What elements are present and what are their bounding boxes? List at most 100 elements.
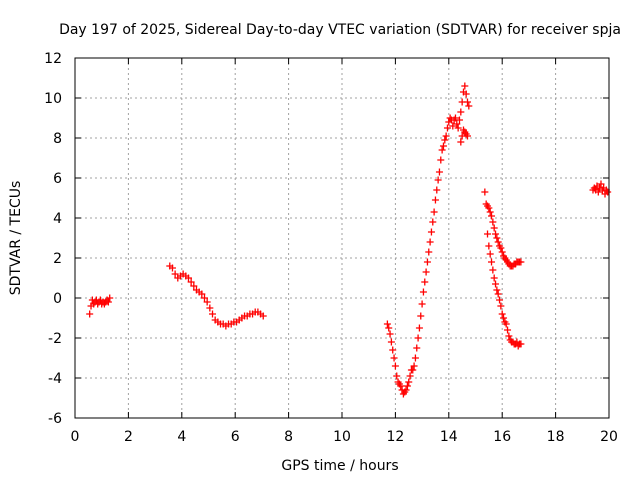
data-point	[417, 312, 425, 320]
data-point	[200, 294, 208, 302]
y-tick-label: 8	[53, 131, 62, 147]
data-point	[387, 338, 395, 346]
data-point	[209, 310, 217, 318]
data-point	[422, 268, 430, 276]
data-point	[597, 180, 605, 188]
data-point	[405, 378, 413, 386]
x-tick-label: 18	[547, 429, 565, 445]
data-point	[397, 382, 405, 390]
x-tick-label: 12	[386, 429, 404, 445]
data-point	[198, 290, 206, 298]
series-segment-1	[86, 294, 114, 318]
y-axis-label: SDTVAR / TECUs	[8, 181, 24, 296]
series-segment-7	[589, 180, 612, 198]
data-point	[604, 188, 612, 196]
data-point	[493, 286, 501, 294]
data-point	[184, 274, 192, 282]
data-point	[259, 312, 267, 320]
data-point	[409, 366, 417, 374]
data-point	[434, 176, 442, 184]
data-point	[190, 282, 198, 290]
data-point	[451, 114, 459, 122]
data-point	[496, 296, 504, 304]
data-point	[385, 324, 393, 332]
data-point	[498, 310, 506, 318]
data-point	[517, 258, 525, 266]
data-point	[485, 204, 493, 212]
data-point	[489, 218, 497, 226]
data-point	[437, 156, 445, 164]
data-point	[86, 310, 94, 318]
data-point	[517, 340, 525, 348]
data-point	[438, 146, 446, 154]
data-point	[457, 108, 465, 116]
data-point	[386, 330, 394, 338]
x-tick-label: 16	[493, 429, 511, 445]
axis-ticks: 0 2 4 6 8 10 12 14 16 18 20 -6 -4 -2 0 2 4 6 8 10 12	[44, 51, 618, 445]
data-point	[490, 274, 498, 282]
y-tick-label: 0	[53, 291, 62, 307]
data-point	[426, 238, 434, 246]
y-tick-label: -6	[48, 411, 62, 427]
series-segment-4	[457, 126, 471, 146]
data-point	[414, 334, 422, 342]
x-tick-label: 4	[177, 429, 186, 445]
series-segment-2	[166, 262, 267, 330]
data-point	[494, 238, 502, 246]
data-point	[429, 218, 437, 226]
data-point	[488, 258, 496, 266]
data-point	[490, 224, 498, 232]
data-point	[481, 188, 489, 196]
y-tick-label: -4	[48, 371, 62, 387]
data-point	[492, 280, 500, 288]
x-tick-label: 6	[231, 429, 240, 445]
data-point	[187, 278, 195, 286]
data-point	[431, 196, 439, 204]
data-point	[489, 266, 497, 274]
chart-title: Day 197 of 2025, Sidereal Day-to-day VTE…	[59, 22, 621, 38]
data-point	[383, 320, 391, 328]
data-point	[203, 298, 211, 306]
data-point	[455, 116, 463, 124]
data-point	[462, 90, 470, 98]
grid-lines	[75, 58, 609, 418]
data-point	[461, 82, 469, 90]
data-point	[419, 288, 427, 296]
data-point	[441, 136, 449, 144]
y-tick-label: 2	[53, 251, 62, 267]
data-markers	[86, 82, 612, 398]
data-point	[390, 354, 398, 362]
data-point	[413, 344, 421, 352]
data-point	[486, 208, 494, 216]
data-point	[427, 228, 435, 236]
x-tick-label: 20	[600, 429, 618, 445]
y-tick-label: -2	[48, 331, 62, 347]
data-point	[484, 230, 492, 238]
data-point	[485, 242, 493, 250]
x-tick-label: 14	[440, 429, 458, 445]
data-point	[498, 248, 506, 256]
data-point	[168, 264, 176, 272]
data-point	[492, 230, 500, 238]
data-point	[391, 362, 399, 370]
y-tick-label: 4	[53, 211, 62, 227]
data-point	[488, 212, 496, 220]
data-point	[493, 234, 501, 242]
y-tick-label: 10	[44, 91, 62, 107]
data-point	[463, 132, 471, 140]
data-point	[421, 278, 429, 286]
x-tick-label: 2	[124, 429, 133, 445]
data-point	[453, 120, 461, 128]
x-tick-label: 0	[71, 429, 80, 445]
x-tick-label: 8	[284, 429, 293, 445]
data-point	[465, 102, 473, 110]
x-axis-label: GPS time / hours	[281, 458, 398, 474]
data-point	[502, 320, 510, 328]
series-segment-6	[484, 230, 525, 350]
data-point	[206, 304, 214, 312]
data-point	[486, 250, 494, 258]
series-segment-5	[481, 188, 525, 270]
data-point	[457, 138, 465, 146]
data-point	[442, 132, 450, 140]
